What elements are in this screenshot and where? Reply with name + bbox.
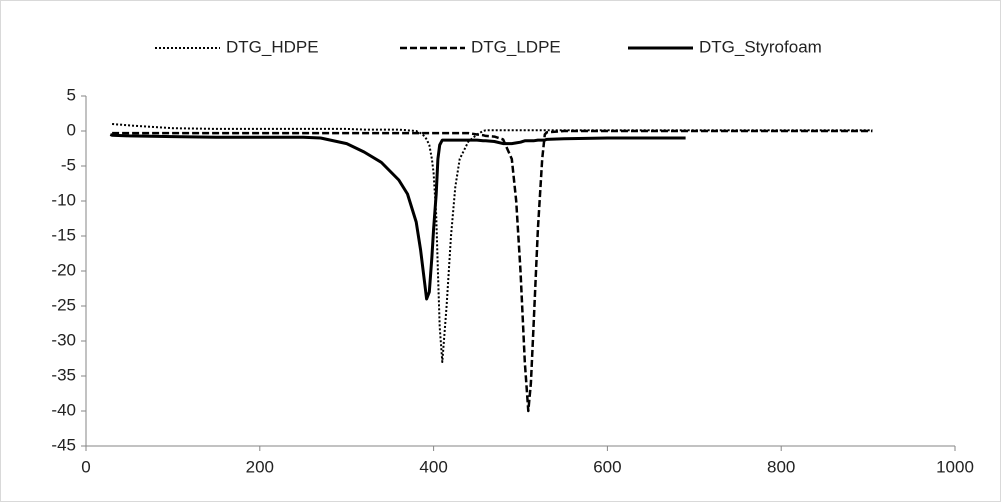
y-tick-label: -5 [61, 155, 76, 174]
y-tick-label: -25 [51, 295, 76, 314]
data-line [112, 129, 873, 413]
y-tick-label: -20 [51, 260, 76, 279]
x-tick-label: 1000 [936, 457, 974, 476]
y-tick-label: 0 [67, 120, 76, 139]
x-tick-label: 800 [767, 457, 795, 476]
y-tick-label: -10 [51, 190, 76, 209]
legend-label: DTG_HDPE [226, 37, 319, 56]
legend-label: DTG_Styrofoam [699, 37, 822, 56]
x-tick-label: 400 [419, 457, 447, 476]
y-tick-label: -15 [51, 225, 76, 244]
x-tick-label: 600 [593, 457, 621, 476]
y-tick-label: 5 [67, 85, 76, 104]
x-tick-label: 200 [246, 457, 274, 476]
y-tick-label: -35 [51, 365, 76, 384]
legend-label: DTG_LDPE [471, 37, 561, 56]
data-line [109, 133, 686, 301]
y-tick-label: -40 [51, 400, 76, 419]
y-tick-label: -30 [51, 330, 76, 349]
x-tick-label: 0 [81, 457, 90, 476]
y-tick-label: -45 [51, 435, 76, 454]
